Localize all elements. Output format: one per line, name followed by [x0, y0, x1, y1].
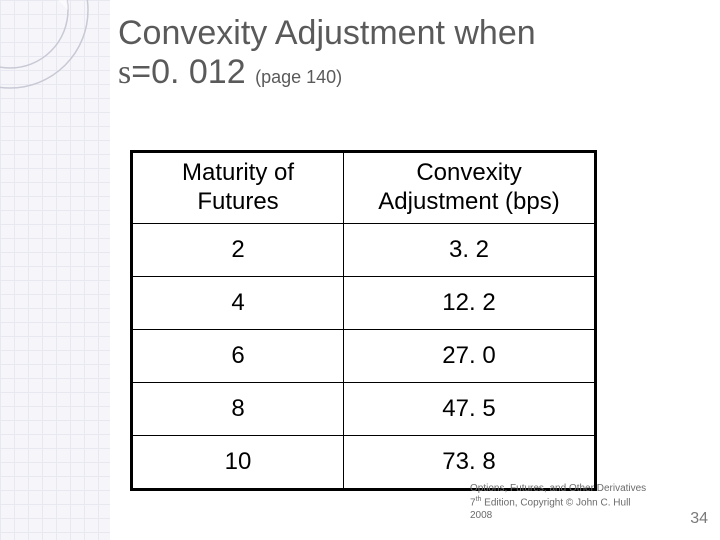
footer-citation: Options, Futures, and Other Derivatives … [470, 483, 680, 522]
header-maturity-l1: Maturity of [182, 159, 294, 186]
table-row: 10 73. 8 [132, 435, 596, 489]
convexity-table-wrap: Maturity of Futures Convexity Adjustment… [130, 150, 597, 491]
cell-adjustment: 12. 2 [344, 276, 596, 329]
header-maturity: Maturity of Futures [132, 152, 344, 224]
table-row: 2 3. 2 [132, 223, 596, 276]
title-block: Convexity Adjustment when s=0. 012 (page… [118, 14, 536, 92]
cell-maturity: 6 [132, 329, 344, 382]
page-number: 34 [690, 510, 708, 528]
cell-adjustment: 3. 2 [344, 223, 596, 276]
title-line1: Convexity Adjustment when [118, 14, 536, 53]
slide: Convexity Adjustment when s=0. 012 (page… [0, 0, 720, 540]
footer-line1: Options, Futures, and Other Derivatives [470, 483, 646, 494]
corner-arcs-decoration [0, 0, 130, 110]
table-row: 6 27. 0 [132, 329, 596, 382]
convexity-table: Maturity of Futures Convexity Adjustment… [130, 150, 597, 491]
table-row: 4 12. 2 [132, 276, 596, 329]
cell-adjustment: 73. 8 [344, 435, 596, 489]
header-maturity-l2: Futures [197, 188, 278, 215]
cell-adjustment: 27. 0 [344, 329, 596, 382]
title-line2: s=0. 012 (page 140) [118, 53, 536, 92]
title-equation: =0. 012 [131, 53, 245, 91]
header-adjustment-l1: Convexity [416, 159, 521, 186]
header-adjustment: Convexity Adjustment (bps) [344, 152, 596, 224]
sigma-symbol: s [118, 54, 131, 91]
footer-line2-post: Edition, Copyright © John C. Hull [481, 497, 630, 508]
cell-maturity: 10 [132, 435, 344, 489]
cell-maturity: 8 [132, 382, 344, 435]
title-page-ref: (page 140) [255, 67, 342, 87]
table-header-row: Maturity of Futures Convexity Adjustment… [132, 152, 596, 224]
cell-adjustment: 47. 5 [344, 382, 596, 435]
cell-maturity: 2 [132, 223, 344, 276]
cell-maturity: 4 [132, 276, 344, 329]
header-adjustment-l2: Adjustment (bps) [378, 188, 559, 215]
table-row: 8 47. 5 [132, 382, 596, 435]
footer-line3: 2008 [470, 510, 492, 521]
